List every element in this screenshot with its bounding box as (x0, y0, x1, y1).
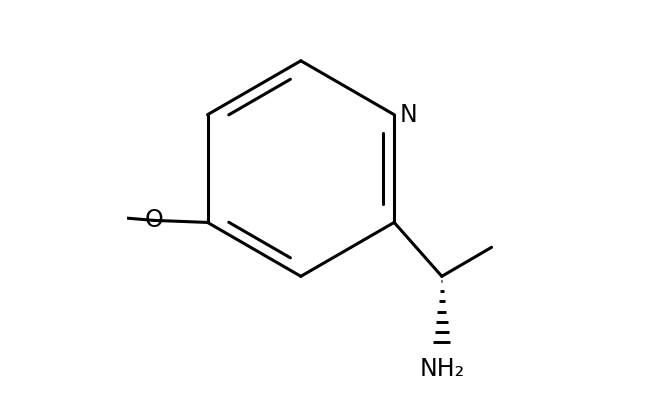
Text: N: N (399, 102, 417, 127)
Text: O: O (144, 208, 163, 232)
Text: NH₂: NH₂ (420, 357, 464, 381)
